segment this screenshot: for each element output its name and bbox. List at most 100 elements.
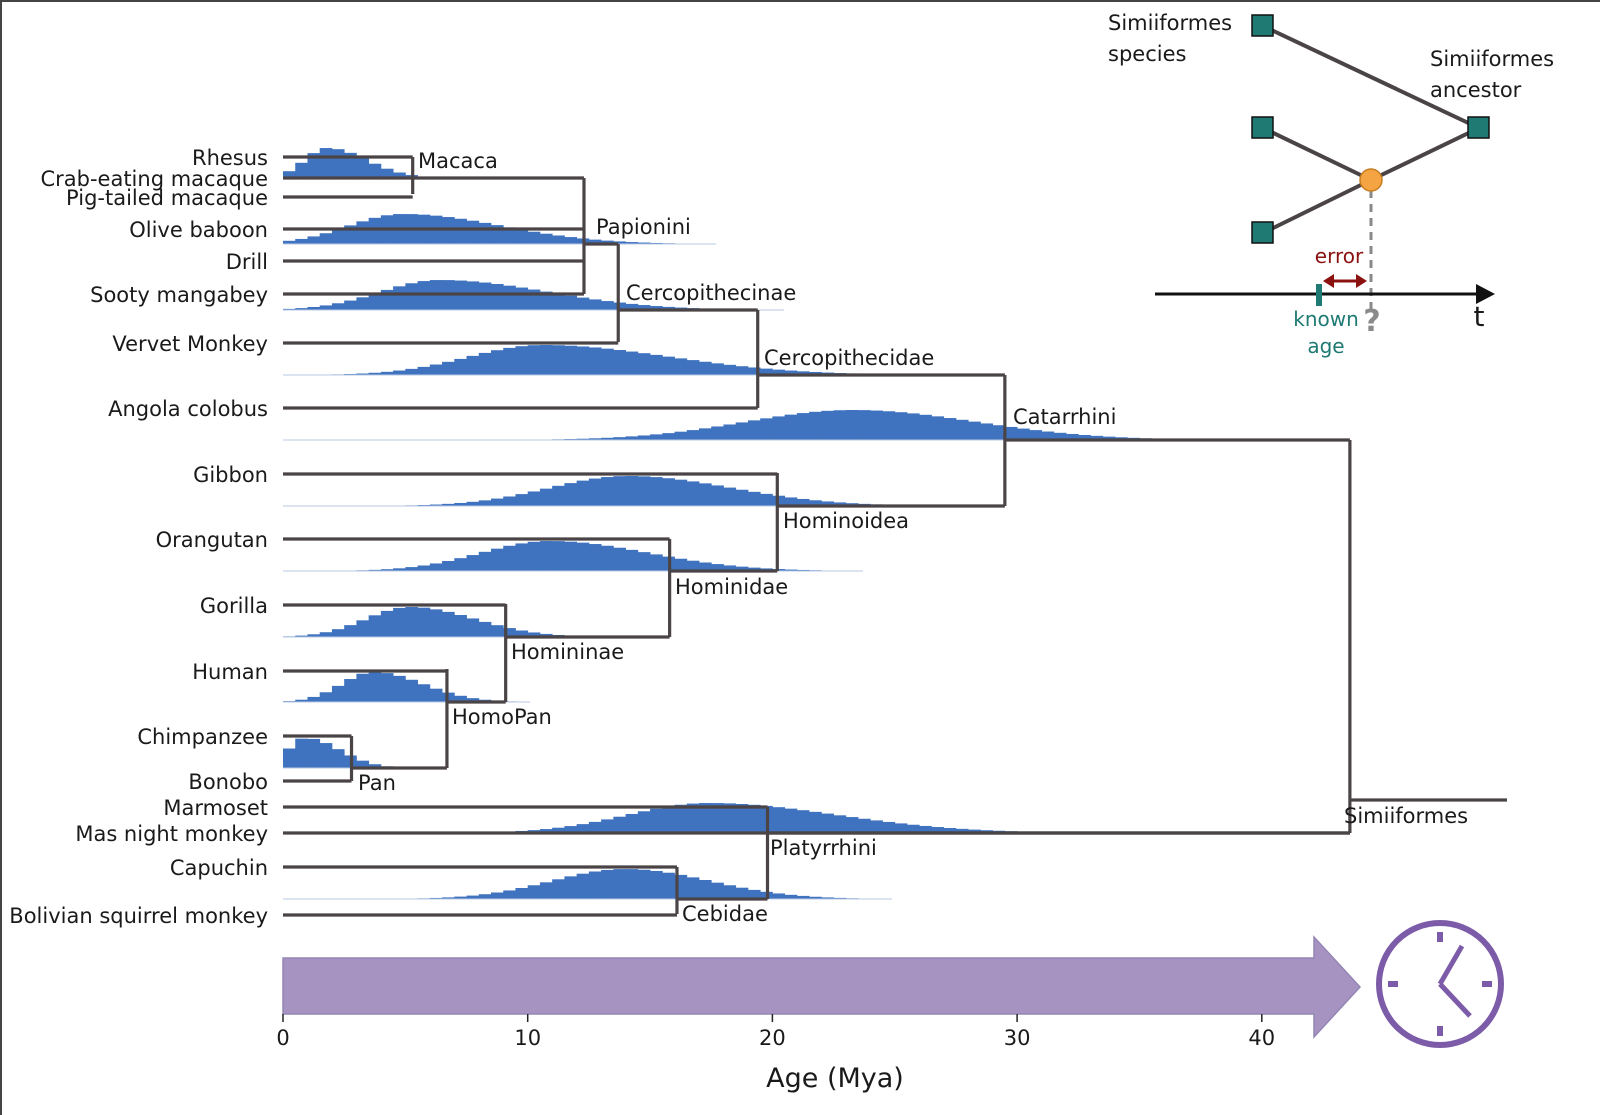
- histogram-bar: [698, 562, 712, 571]
- histogram-bar: [613, 241, 626, 244]
- histogram-bar: [784, 370, 798, 375]
- histogram-bar: [478, 894, 492, 899]
- clade-labels: Macaca Papionini Cercopithecinae Cercopithe…: [358, 149, 1468, 926]
- histogram-bar: [356, 760, 370, 768]
- histogram-bar: [478, 222, 492, 244]
- histogram-bar: [625, 813, 639, 833]
- histogram-bar: [539, 541, 553, 571]
- histogram-bar: [919, 414, 932, 440]
- histogram-bar: [490, 892, 504, 899]
- histogram-bar: [552, 293, 565, 310]
- histogram-bar: [784, 894, 798, 899]
- histogram-bar: [747, 567, 761, 571]
- histogram-bar: [466, 220, 480, 244]
- histogram-bar: [1078, 434, 1091, 440]
- histogram-bar: [552, 827, 565, 833]
- histogram-bar: [442, 611, 455, 637]
- species-node-icon: [1251, 14, 1274, 37]
- histogram-bar: [319, 305, 333, 310]
- histogram-bar: [393, 675, 406, 702]
- inset-branch-top: [1262, 24, 1480, 130]
- histogram-bar: [405, 679, 418, 702]
- histogram-bar: [747, 420, 761, 440]
- histogram-bar: [368, 569, 382, 571]
- histogram-bar: [552, 541, 565, 571]
- histogram-bar: [833, 897, 847, 899]
- histogram-bar: [711, 485, 724, 506]
- ancestor-node-icon: [1467, 116, 1490, 139]
- histogram-bar: [490, 350, 504, 375]
- histogram-bar: [662, 433, 675, 440]
- histogram-bar: [380, 569, 394, 571]
- histogram-bar: [576, 824, 590, 833]
- histogram-bar: [527, 345, 541, 375]
- histogram-bar: [845, 410, 859, 440]
- histogram-bar: [454, 502, 467, 506]
- histogram-bar: [356, 297, 370, 310]
- histogram-bar: [723, 487, 737, 506]
- histogram-bar: [295, 738, 308, 768]
- histogram-bar: [576, 480, 590, 506]
- taxon-label: Capuchin: [170, 856, 268, 880]
- histogram-bar: [650, 477, 663, 506]
- histogram-bar: [698, 483, 712, 506]
- histogram-bar: [344, 625, 357, 637]
- histogram-bar: [527, 491, 541, 506]
- histogram-bar: [490, 283, 504, 310]
- taxon-label: Pig-tailed macaque: [66, 186, 268, 210]
- histogram-bar: [295, 238, 308, 244]
- taxon-label: Sooty mangabey: [90, 283, 268, 307]
- taxon-label: Olive baboon: [129, 218, 268, 242]
- histogram-bar: [405, 567, 418, 571]
- histogram-bar: [674, 558, 688, 571]
- histogram-bar: [478, 282, 492, 310]
- histogram-bar: [735, 803, 749, 833]
- tree-branches: [283, 155, 1507, 917]
- histogram-bar: [380, 673, 394, 702]
- histogram-bar: [686, 560, 700, 571]
- histogram-bar: [637, 476, 651, 506]
- clade-label: Cebidae: [682, 902, 768, 926]
- histogram-bar: [283, 171, 296, 178]
- histogram-bar: [601, 240, 614, 244]
- histogram-bar: [931, 827, 945, 833]
- histogram-bar: [1004, 426, 1018, 440]
- histogram-bar: [368, 615, 382, 637]
- histogram-bar: [968, 829, 981, 833]
- histogram-bar: [821, 410, 834, 440]
- histogram-bar: [393, 370, 406, 375]
- histogram-bar: [711, 882, 724, 899]
- histogram-bar: [613, 350, 626, 375]
- histogram-bar: [760, 418, 773, 440]
- histogram-bar: [319, 632, 333, 637]
- histogram-bar: [784, 569, 798, 571]
- histogram-bar: [564, 237, 578, 244]
- histogram-bar: [454, 358, 467, 375]
- histogram-bar: [429, 609, 443, 637]
- histogram-bar: [478, 621, 492, 637]
- histogram-bar: [454, 615, 467, 637]
- histogram-bar: [772, 369, 786, 375]
- histogram-bar: [662, 478, 675, 506]
- taxon-label: Angola colobus: [108, 397, 268, 421]
- histogram-bar: [723, 885, 737, 899]
- histogram-bar: [344, 152, 357, 178]
- species-node-icon: [1251, 116, 1274, 139]
- taxon-label: Gorilla: [200, 594, 268, 618]
- histogram-bar: [356, 673, 370, 702]
- histogram-bar: [711, 803, 724, 833]
- species-node-icon: [1251, 221, 1274, 244]
- x-axis-label: Age (Mya): [766, 1063, 904, 1094]
- histogram-bar: [858, 818, 871, 833]
- histogram-bar: [429, 897, 443, 899]
- histogram-bar: [331, 749, 345, 768]
- histogram-bar: [723, 364, 737, 375]
- histogram-bar: [564, 876, 578, 899]
- histogram-bar: [637, 552, 651, 571]
- histogram-bar: [650, 242, 663, 244]
- histogram-bar: [368, 672, 382, 702]
- histogram-bar: [735, 366, 749, 375]
- histogram-bar: [429, 688, 443, 702]
- histogram-bar: [331, 303, 345, 310]
- histogram-bar: [833, 410, 847, 440]
